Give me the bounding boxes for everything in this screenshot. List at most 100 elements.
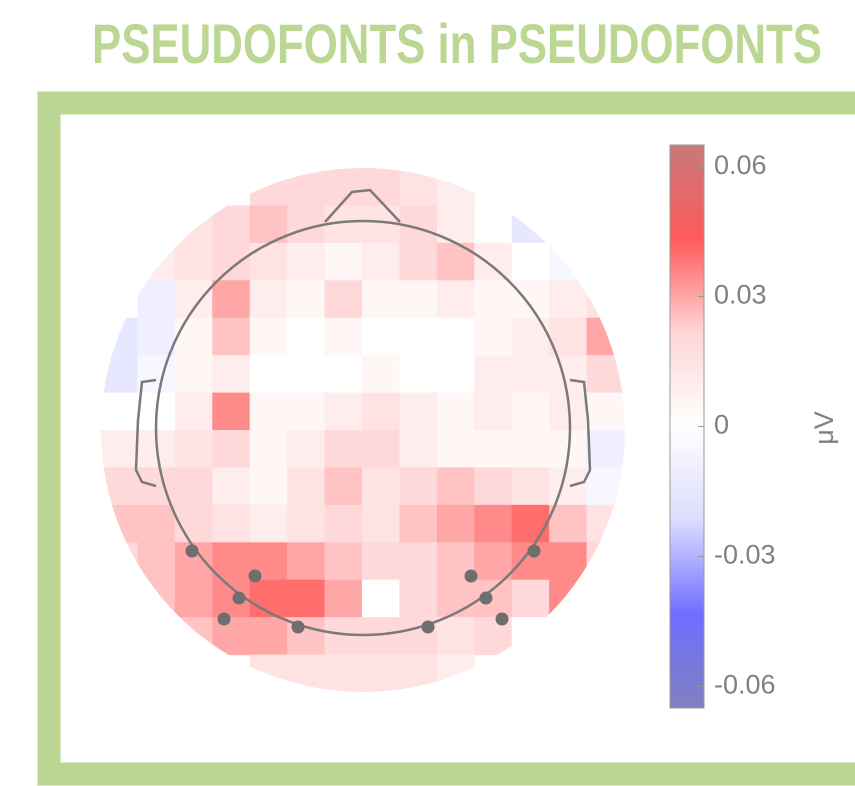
heat-cell [101, 430, 139, 469]
heat-cell [436, 280, 475, 319]
heat-cell [101, 355, 139, 394]
heat-cell [174, 617, 213, 656]
heat-cell [174, 504, 213, 543]
heat-cell [287, 355, 326, 394]
heat-cell [474, 317, 513, 356]
heat-cell [399, 392, 438, 431]
heat-cell [101, 504, 139, 543]
heat-cell [362, 242, 401, 281]
heat-cell [436, 317, 475, 356]
heat-cell [362, 579, 401, 618]
heat-cell [511, 280, 550, 319]
heat-cell [399, 168, 438, 207]
heat-cell [174, 355, 213, 394]
heat-cell [287, 280, 326, 319]
heat-cell [137, 280, 176, 319]
heat-cell [212, 430, 251, 469]
heat-cell [549, 579, 588, 618]
heat-cell [324, 430, 363, 469]
heat-cell [101, 317, 139, 356]
heat-cell [474, 542, 513, 581]
heat-cell [324, 355, 363, 394]
heat-cell [324, 317, 363, 356]
heat-cell [324, 542, 363, 581]
heat-cell [249, 504, 288, 543]
heat-cell [362, 355, 401, 394]
heat-cell [287, 654, 326, 692]
heat-cell [436, 467, 475, 506]
heatmap [101, 168, 625, 692]
heat-cell [362, 467, 401, 506]
heat-cell [436, 168, 475, 207]
heat-cell [287, 504, 326, 543]
head-outline [134, 188, 592, 637]
heat-cell [362, 317, 401, 356]
heat-cell [399, 654, 438, 692]
heat-cell [174, 430, 213, 469]
heat-cell [287, 317, 326, 356]
heat-cell [511, 205, 550, 244]
heat-cell [362, 280, 401, 319]
heat-cell [287, 242, 326, 281]
colorbar-tick-label: -0.06 [714, 669, 776, 699]
colorbar-tick-label: 0.06 [714, 150, 767, 180]
heat-cell [586, 430, 625, 469]
heat-cell [511, 242, 550, 281]
heat-cell [101, 542, 139, 581]
heat-cell [324, 579, 363, 618]
heat-cell [474, 355, 513, 394]
heat-cell [362, 392, 401, 431]
heat-cell [549, 617, 588, 656]
heat-cell [436, 430, 475, 469]
heat-cell [101, 467, 139, 506]
heat-cell [174, 392, 213, 431]
heat-cell [399, 430, 438, 469]
chart-title: PSEUDOFONTS in PSEUDOFONTS [92, 12, 822, 75]
heat-cell [287, 542, 326, 581]
heat-cell [287, 467, 326, 506]
electrodes [185, 544, 541, 634]
heat-cell [174, 317, 213, 356]
heat-cell [287, 205, 326, 244]
heat-cell [212, 392, 251, 431]
heat-cell [249, 654, 288, 692]
heat-cell [474, 280, 513, 319]
heat-cell [249, 168, 288, 207]
frame [37, 91, 855, 786]
heat-cell [511, 579, 550, 618]
heat-cell [287, 168, 326, 207]
colorbar-tick-label: 0 [714, 410, 729, 440]
heat-cell [137, 355, 176, 394]
heat-cell [399, 355, 438, 394]
heat-cell [362, 542, 401, 581]
heat-cell [287, 579, 326, 618]
heat-cell [249, 280, 288, 319]
heat-cell [249, 617, 288, 656]
heat-cell [399, 579, 438, 618]
heat-cell [511, 467, 550, 506]
heat-cell [362, 654, 401, 692]
heat-cell [586, 317, 625, 356]
heat-cell [474, 504, 513, 543]
heat-cell [324, 504, 363, 543]
heat-cell [324, 392, 363, 431]
heat-cell [474, 430, 513, 469]
heat-cell [212, 504, 251, 543]
heat-cell [436, 392, 475, 431]
head [154, 219, 572, 637]
heat-cell [586, 542, 625, 581]
heat-cell [474, 242, 513, 281]
heat-cell [549, 280, 588, 319]
heat-cell [249, 242, 288, 281]
heat-cell [249, 392, 288, 431]
heat-cell [287, 430, 326, 469]
heat-cell [586, 355, 625, 394]
heat-cell [511, 504, 550, 543]
heat-cell [212, 242, 251, 281]
heat-cell [511, 355, 550, 394]
heat-cell [586, 392, 625, 431]
colorbar-tick-label: -0.03 [714, 540, 776, 570]
heat-cell [174, 467, 213, 506]
heat-cell [212, 355, 251, 394]
